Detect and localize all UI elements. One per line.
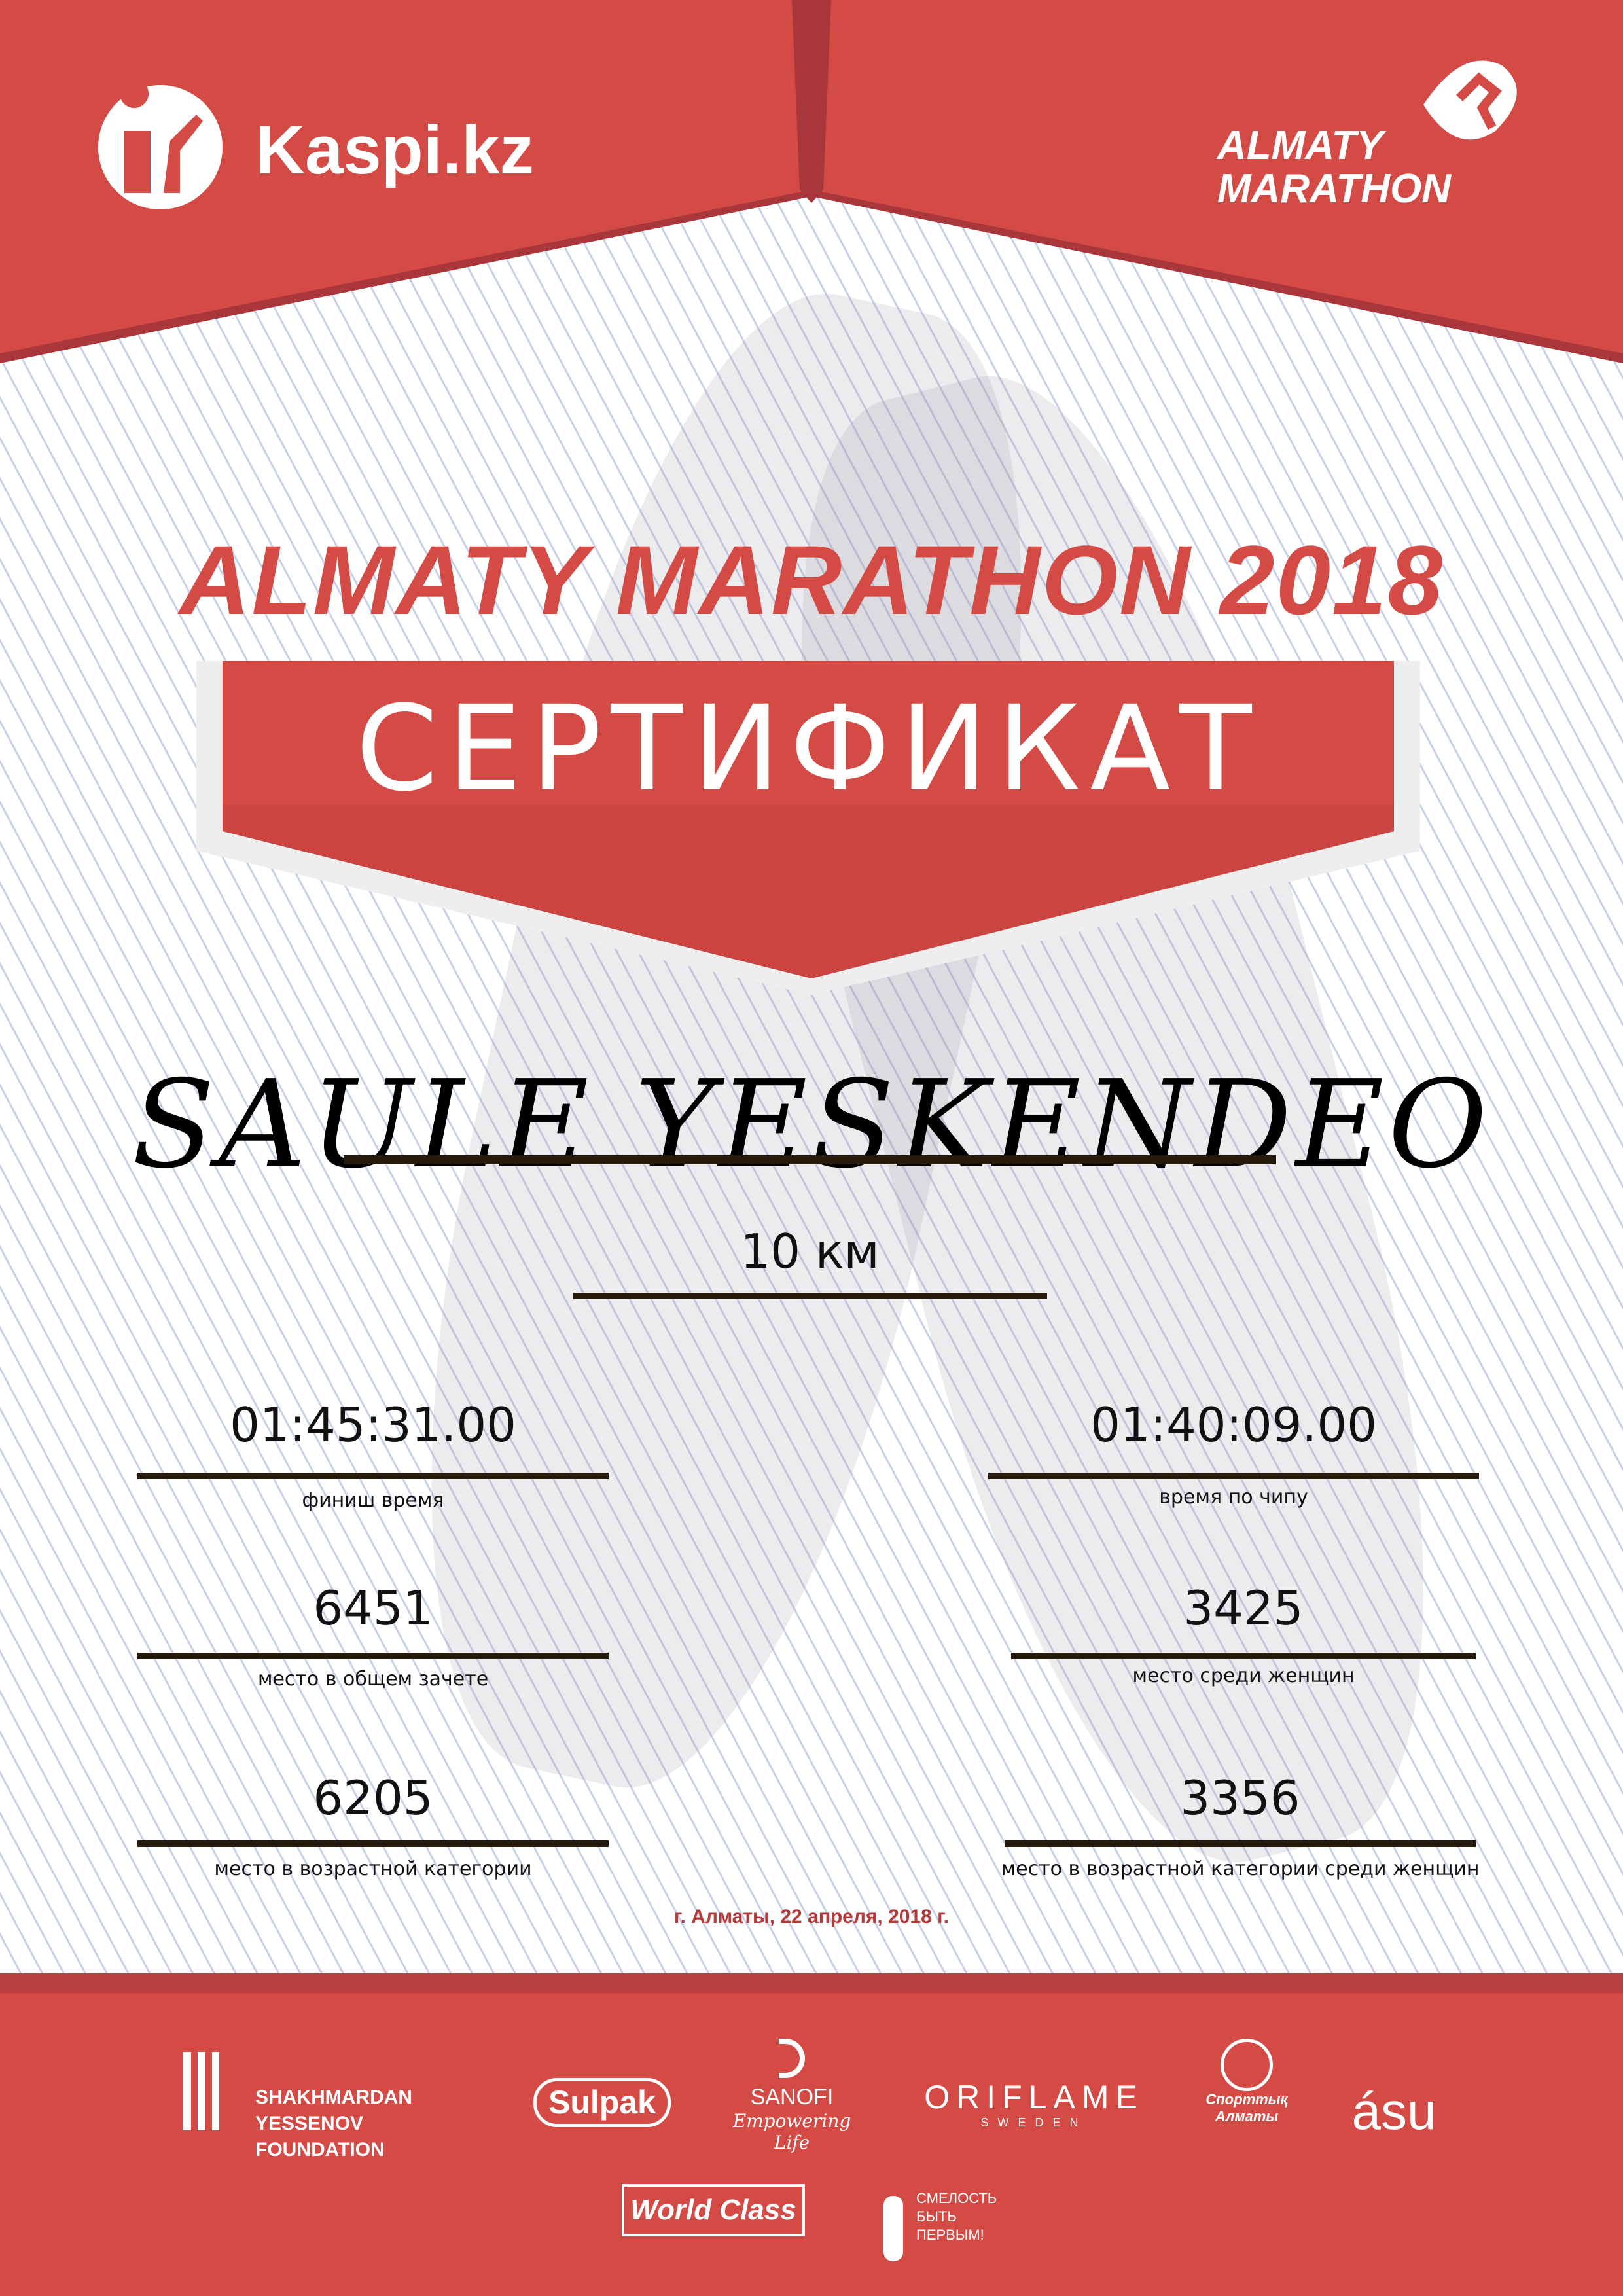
sport-almaty-logo: Спорттық Алматы <box>1198 2039 1296 2125</box>
finish-time: 01:45:31.00 <box>230 1397 516 1452</box>
women-age-category-place: 3356 <box>1180 1770 1300 1825</box>
sport-almaty-name: Спорттық Алматы <box>1205 2091 1288 2125</box>
overall-place-label: место в общем зачете <box>257 1668 489 1691</box>
age-category-place: 6205 <box>313 1770 433 1825</box>
overall-place-line <box>137 1653 609 1659</box>
certificate-label: СЕРТИФИКАТ <box>355 681 1261 817</box>
asu-logo: ásu <box>1351 2082 1436 2140</box>
yessenov-logo: SHAKHMARDAN YESSENOV FOUNDATION <box>183 2052 484 2163</box>
participant-name: SAULE YESKENDEO <box>132 1054 1491 1195</box>
distance-underline <box>573 1293 1047 1299</box>
women-age-category-place-label: место в возрастной категории среди женщи… <box>1001 1857 1480 1880</box>
yessenov-line-1: SHAKHMARDAN YESSENOV <box>255 2087 412 2134</box>
yessenov-line-2: FOUNDATION <box>255 2139 385 2161</box>
almaty-marathon-logo: ALMATY MARATHON <box>1217 124 1451 211</box>
overall-place: 6451 <box>313 1581 433 1636</box>
distance: 10 км <box>740 1224 880 1279</box>
date-place: г. Алматы, 22 апреля, 2018 г. <box>674 1906 949 1928</box>
women-place: 3425 <box>1183 1581 1304 1636</box>
finish-time-label: финиш время <box>302 1489 444 1512</box>
age-category-place-label: место в возрастной категории <box>214 1857 532 1880</box>
oriflame-sub: SWEDEN <box>980 2116 1088 2129</box>
logo-line-1: ALMATY <box>1217 123 1383 168</box>
fund-logo: СМЕЛОСТЬ БЫТЬ ПЕРВЫМ! <box>877 2183 1034 2261</box>
name-underline <box>344 1155 1276 1164</box>
chip-time-label: время по чипу <box>1159 1486 1308 1509</box>
oriflame-name: ORIFLAME <box>924 2079 1144 2115</box>
sanofi-logo: SANOFI Empowering Life <box>720 2039 864 2153</box>
women-place-label: место среди женщин <box>1132 1664 1355 1687</box>
kaspi-logo: Kaspi.kz <box>255 112 534 188</box>
sponsors-footer: SHAKHMARDAN YESSENOV FOUNDATION Sulpak S… <box>0 1973 1623 2296</box>
sanofi-tagline: Empowering Life <box>732 2110 851 2153</box>
age-category-place-line <box>137 1840 609 1847</box>
logo-line-2: MARATHON <box>1217 166 1452 211</box>
oriflame-logo: ORIFLAME SWEDEN <box>903 2078 1165 2130</box>
fund-line-3: ПЕРВЫМ! <box>916 2227 984 2243</box>
chip-time: 01:40:09.00 <box>1090 1397 1377 1452</box>
chip-time-line <box>988 1473 1479 1479</box>
event-title: ALMATY MARATHON 2018 <box>179 525 1444 635</box>
sanofi-name: SANOFI <box>750 2085 834 2109</box>
world-class-logo: World Class <box>622 2184 805 2236</box>
finish-time-line <box>137 1473 609 1479</box>
women-place-line <box>1011 1653 1476 1659</box>
sulpak-logo: Sulpak <box>533 2078 671 2127</box>
women-age-category-place-line <box>1005 1840 1476 1847</box>
fund-line-2: БЫТЬ <box>916 2208 957 2225</box>
fund-line-1: СМЕЛОСТЬ <box>916 2190 997 2206</box>
